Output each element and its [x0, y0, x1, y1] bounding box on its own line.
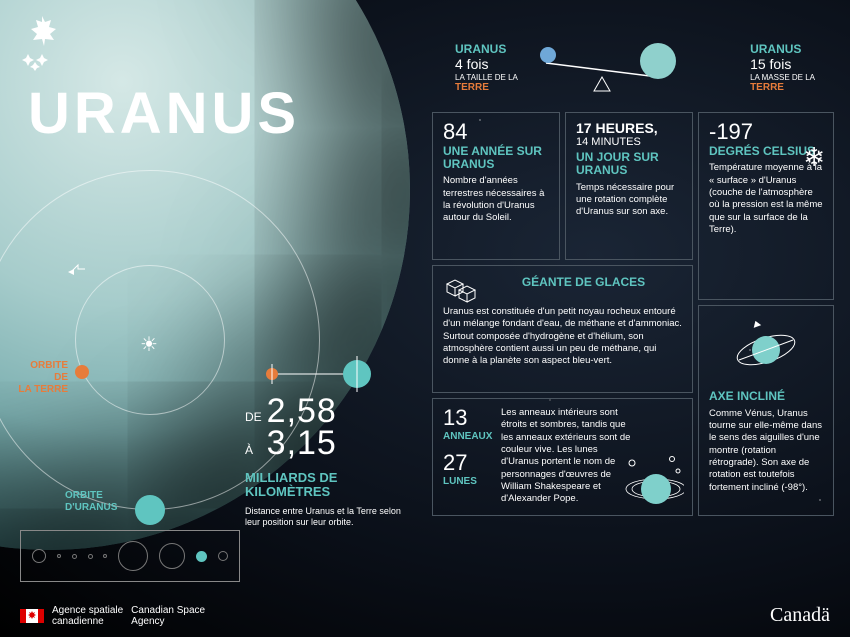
- ringed-planet-icon: [622, 453, 684, 509]
- solar-body-7: [196, 551, 207, 562]
- footer: Agence spatiale canadienne Canadian Spac…: [20, 604, 830, 627]
- ice-desc: Uranus est constituée d'un petit noyau r…: [443, 306, 682, 368]
- agency-fr-1: Agence spatiale: [52, 605, 123, 616]
- fact-temp-box: -197 DEGRÉS CELSIUS ❄ Température moyenn…: [698, 112, 834, 300]
- fact-rings-box: 13 ANNEAUX 27 LUNES Les anneaux intérieu…: [432, 398, 693, 516]
- rings-count: 13: [443, 407, 501, 429]
- rings-label: ANNEAUX: [443, 431, 501, 442]
- day-heading: UN JOUR SUR URANUS: [576, 151, 682, 177]
- comparison-block: URANUS 4 fois LA TAILLE DE LA TERRE URAN…: [455, 38, 815, 98]
- fact-ice-box: GÉANTE DE GLACES Uranus est constituée d…: [432, 265, 693, 393]
- distance-max: 3,15: [267, 427, 337, 459]
- solar-body-6: [159, 543, 185, 569]
- page-title: URANUS: [28, 80, 300, 147]
- solar-body-0: [32, 549, 46, 563]
- axis-heading: AXE INCLINÉ: [709, 390, 823, 403]
- distance-from-label: DE: [245, 401, 262, 434]
- agency-credit: Agence spatiale canadienne Canadian Spac…: [20, 605, 205, 627]
- fact-day-box: 17 HEURES, 14 MINUTES UN JOUR SUR URANUS…: [565, 112, 693, 260]
- fact-year-box: 84 UNE ANNÉE SUR URANUS Nombre d'années …: [432, 112, 560, 260]
- axis-desc: Comme Vénus, Uranus tourne sur elle-même…: [709, 408, 823, 494]
- solar-body-2: [72, 554, 77, 559]
- moons-label: LUNES: [443, 476, 501, 487]
- comparison-size: URANUS 4 fois LA TAILLE DE LA TERRE: [455, 42, 518, 95]
- solar-body-4: [103, 554, 107, 558]
- year-desc: Nombre d'années terrestres nécessaires à…: [443, 175, 549, 224]
- distance-block: DE À 2,58 3,15 MILLIARDS DE KILOMÈTRES D…: [245, 395, 405, 529]
- maple-stars-logo: [18, 14, 66, 74]
- snowflake-icon: ❄: [803, 141, 825, 175]
- canada-wordmark: Canadä: [770, 604, 830, 627]
- day-desc: Temps nécessaire pour une rotation compl…: [576, 182, 682, 219]
- agency-en-2: Agency: [131, 616, 205, 627]
- solar-body-5: [118, 541, 148, 571]
- agency-fr-2: canadienne: [52, 616, 123, 627]
- comparison-mass: URANUS 15 fois LA MASSE DE LA TERRE: [750, 42, 815, 95]
- earth-orbit-label: ORBITE DE LA TERRE: [18, 360, 68, 396]
- orbit-arrow-icon: [68, 260, 88, 280]
- distance-min: 2,58: [267, 395, 337, 427]
- uranus-dot: [135, 495, 165, 525]
- earth-dot: [75, 365, 89, 379]
- canada-flag-icon: [20, 609, 44, 623]
- fact-axis-box: AXE INCLINÉ Comme Vénus, Uranus tourne s…: [698, 305, 834, 516]
- distance-unit-2: KILOMÈTRES: [245, 485, 405, 499]
- distance-range-icon: [262, 356, 372, 392]
- agency-en-1: Canadian Space: [131, 605, 205, 616]
- ice-cubes-icon: [443, 274, 477, 304]
- solar-body-1: [57, 554, 61, 558]
- distance-unit-1: MILLIARDS DE: [245, 471, 405, 485]
- ice-heading: GÉANTE DE GLACES: [443, 276, 682, 289]
- day-minutes: 14 MINUTES: [576, 135, 682, 149]
- seesaw-icon: [528, 41, 740, 96]
- temp-value: -197: [709, 121, 823, 143]
- moons-count: 27: [443, 452, 501, 474]
- tilted-axis-icon: [731, 320, 801, 380]
- distance-to-label: À: [245, 434, 262, 467]
- uranus-orbit-label: ORBITE D'URANUS: [65, 490, 125, 514]
- solar-body-3: [88, 554, 93, 559]
- solar-body-8: [218, 551, 228, 561]
- solar-system-strip: [20, 530, 240, 582]
- day-hours: 17 HEURES,: [576, 121, 682, 135]
- year-value: 84: [443, 121, 549, 143]
- distance-desc: Distance entre Uranus et la Terre selon …: [245, 506, 405, 529]
- sun-icon: ☀: [140, 332, 158, 357]
- year-heading: UNE ANNÉE SUR URANUS: [443, 145, 549, 171]
